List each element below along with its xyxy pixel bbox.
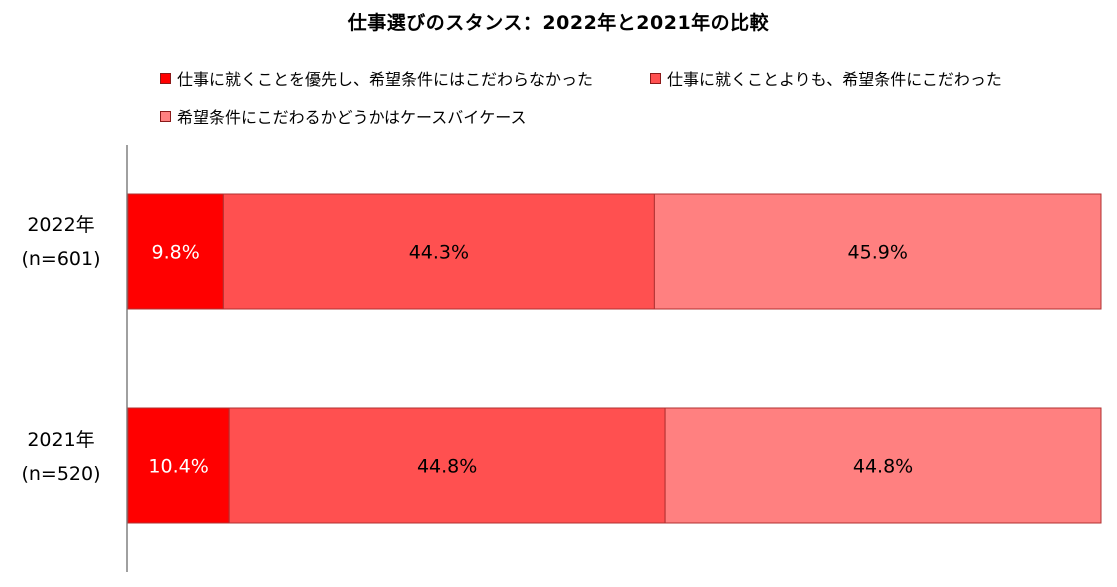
- data-label-0-0: 9.8%: [152, 242, 200, 264]
- category-label-2021: 2021年 (n=520): [0, 423, 122, 491]
- legend-swatch-priority-job: [160, 72, 171, 84]
- chart-title: 仕事選びのスタンス：2022年と2021年の比較: [347, 12, 770, 34]
- bar-segment-0-2: [653, 193, 1102, 310]
- legend-label-priority-job: 仕事に就くことを優先し、希望条件にはこだわらなかった: [177, 70, 594, 89]
- category-year-2022: 2022年: [27, 214, 95, 236]
- data-label-1-1: 44.8%: [417, 456, 477, 478]
- legend-item-priority-job: 仕事に就くことを優先し、希望条件にはこだわらなかった: [160, 66, 593, 90]
- category-label-2022: 2022年 (n=601): [0, 208, 122, 276]
- data-label-0-2: 45.9%: [848, 242, 908, 264]
- data-label-1-2: 44.8%: [853, 456, 913, 478]
- legend-label-case-by-case: 希望条件にこだわるかどうかはケースバイケース: [177, 108, 527, 127]
- legend-item-conditions: 仕事に就くことよりも、希望条件にこだわった: [650, 66, 1002, 90]
- legend-item-case-by-case: 希望条件にこだわるかどうかはケースバイケース: [160, 104, 526, 128]
- data-label-1-0: 10.4%: [148, 456, 208, 478]
- bar-segment-1-1: [228, 407, 666, 524]
- category-year-2021: 2021年: [27, 429, 95, 451]
- bar-segment-0-1: [222, 193, 655, 310]
- category-n-2021: (n=520): [21, 463, 101, 485]
- category-n-2022: (n=601): [21, 248, 101, 270]
- legend-swatch-conditions: [650, 72, 661, 84]
- data-label-0-1: 44.3%: [409, 242, 469, 264]
- bar-segment-1-2: [664, 407, 1102, 524]
- legend-swatch-case-by-case: [160, 110, 171, 122]
- legend-label-conditions: 仕事に就くことよりも、希望条件にこだわった: [667, 70, 1002, 89]
- bar-segment-1-0: [127, 407, 230, 524]
